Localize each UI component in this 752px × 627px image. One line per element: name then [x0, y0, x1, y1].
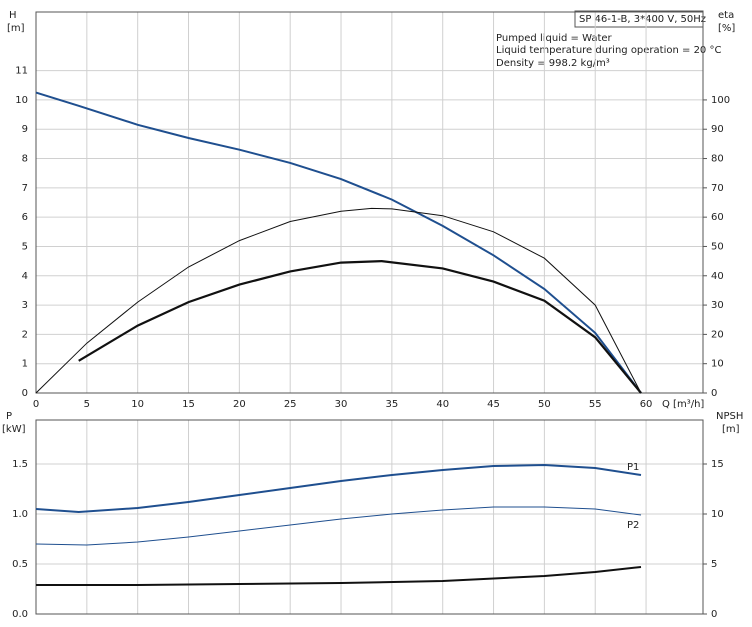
- x-tick-label: 25: [284, 399, 297, 410]
- y-tick-label: 9: [22, 124, 28, 135]
- y2-tick-label: 5: [711, 559, 717, 570]
- y2-tick-label: 90: [711, 124, 724, 135]
- curve: [78, 259, 642, 394]
- x-tick-label: 5: [84, 399, 90, 410]
- y2-tick-label: 100: [711, 95, 730, 106]
- y-tick-label: 10: [15, 95, 28, 106]
- y-tick-label: 2: [22, 329, 28, 340]
- curve: [35, 506, 642, 546]
- y-tick-label: 1.5: [12, 459, 28, 470]
- x-tick-label: 30: [335, 399, 348, 410]
- y-axis-label: H: [9, 10, 17, 21]
- x-tick-label: 15: [182, 399, 195, 410]
- y2-tick-label: 30: [711, 300, 724, 311]
- note: Density = 998.2 kg/m³: [496, 58, 610, 69]
- y2-tick-label: 40: [711, 271, 724, 282]
- y2-tick-label: 20: [711, 329, 724, 340]
- x-tick-label: 60: [640, 399, 653, 410]
- y2-tick-label: 60: [711, 212, 724, 223]
- y2-axis-unit: [m]: [722, 424, 740, 435]
- y2-tick-label: 0: [711, 388, 717, 399]
- y-tick-label: 11: [15, 66, 28, 77]
- y-tick-label: 6: [22, 212, 28, 223]
- plot-frame: [35, 419, 704, 615]
- y-tick-label: 4: [22, 271, 28, 282]
- x-tick-label: 40: [436, 399, 449, 410]
- y-tick-label: 7: [22, 183, 28, 194]
- x-tick-label: 55: [589, 399, 602, 410]
- y2-axis-label: NPSH: [716, 411, 743, 422]
- y-tick-label: 1: [22, 359, 28, 370]
- x-tick-label: 0: [33, 399, 39, 410]
- curve: [36, 566, 642, 586]
- y-axis-unit: [m]: [7, 23, 25, 34]
- y2-tick-label: 10: [711, 359, 724, 370]
- x-axis-label: Q [m³/h]: [662, 399, 704, 410]
- y2-axis-label: eta: [718, 10, 734, 21]
- curve: [35, 91, 642, 394]
- y2-tick-label: 10: [711, 509, 724, 520]
- y-tick-label: 5: [22, 241, 28, 252]
- y2-axis-unit: [%]: [718, 23, 735, 34]
- y-tick-label: 0: [22, 388, 28, 399]
- x-tick-label: 10: [131, 399, 144, 410]
- y2-tick-label: 0: [711, 609, 717, 620]
- y2-tick-label: 15: [711, 459, 724, 470]
- note: Pumped liquid = Water: [496, 33, 613, 44]
- curve: [35, 207, 642, 394]
- note: Liquid temperature during operation = 20…: [496, 45, 721, 56]
- x-tick-label: 20: [233, 399, 246, 410]
- curve-label: P1: [627, 462, 639, 473]
- curve-label: P2: [627, 520, 639, 531]
- y2-tick-label: 70: [711, 183, 724, 194]
- x-tick-label: 50: [538, 399, 551, 410]
- y-tick-label: 3: [22, 300, 28, 311]
- info-box-text: SP 46-1-B, 3*400 V, 50Hz: [579, 14, 706, 25]
- x-tick-label: 35: [386, 399, 399, 410]
- x-tick-label: 45: [487, 399, 500, 410]
- y-tick-label: 8: [22, 154, 28, 165]
- y-tick-label: 0.0: [12, 609, 28, 620]
- y2-tick-label: 50: [711, 241, 724, 252]
- curve: [35, 463, 642, 514]
- y2-tick-label: 80: [711, 154, 724, 165]
- y-axis-label: P: [6, 411, 12, 422]
- plot-frame: [35, 11, 704, 394]
- y-tick-label: 1.0: [12, 509, 28, 520]
- y-axis-unit: [kW]: [2, 424, 26, 435]
- y-tick-label: 0.5: [12, 559, 28, 570]
